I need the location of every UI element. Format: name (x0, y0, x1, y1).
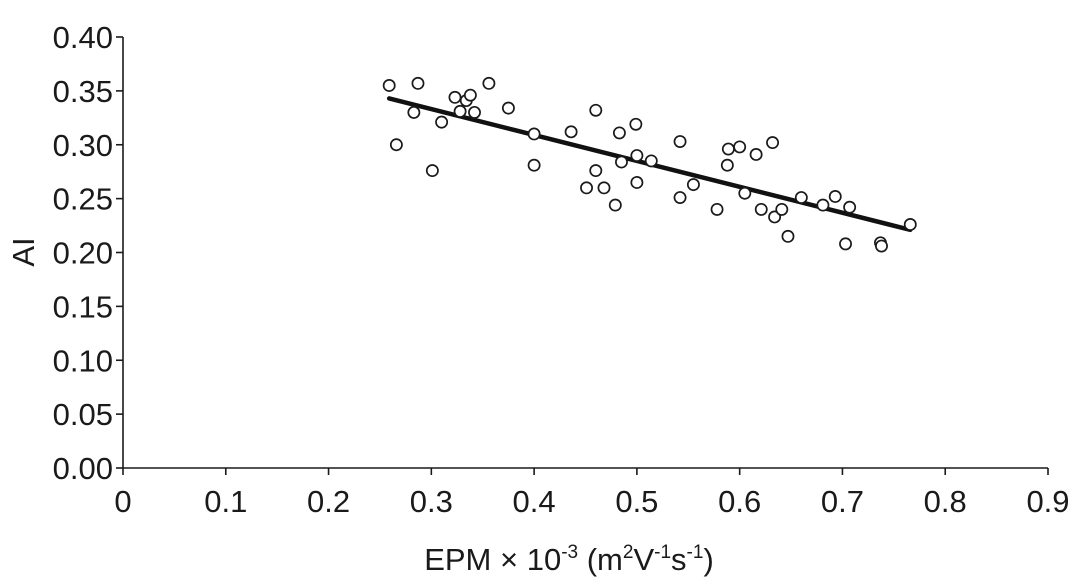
data-point (589, 103, 603, 117)
data-point (766, 136, 780, 150)
data-points (382, 76, 917, 253)
y-tick-label: 0.25 (53, 182, 113, 217)
x-tick-label: 0.8 (924, 484, 967, 519)
data-point (721, 142, 735, 156)
data-point (615, 155, 628, 169)
data-point (463, 88, 477, 102)
y-tick-label: 0.35 (53, 74, 113, 109)
data-point (828, 190, 842, 203)
data-point (781, 229, 795, 243)
data-point (839, 237, 852, 251)
x-tick-label: 0.2 (307, 484, 350, 519)
data-point (794, 191, 808, 204)
data-point (644, 154, 658, 168)
x-axis-title-unit-s: s (671, 542, 687, 577)
data-point (407, 105, 421, 119)
data-point (710, 202, 724, 216)
data-point (501, 101, 515, 115)
y-tick-label: 0.40 (53, 20, 113, 55)
y-axis-title: AI (6, 237, 41, 266)
data-point (527, 127, 541, 141)
data-point (903, 218, 917, 231)
x-tick-label: 0.1 (204, 484, 247, 519)
x-axis-title-exponent: -1 (687, 542, 704, 563)
data-point (425, 164, 439, 178)
data-point (843, 200, 857, 214)
data-point (768, 210, 782, 224)
x-tick-label: 0 (114, 484, 131, 519)
x-axis-title-prefix: EPM × 10 (424, 542, 561, 577)
data-point (673, 135, 687, 148)
x-tick-label: 0.7 (821, 484, 864, 519)
x-axis-title-exponent: -1 (654, 542, 671, 563)
data-point (630, 149, 644, 162)
x-tick-label: 0.5 (615, 484, 658, 519)
data-point (738, 186, 752, 200)
data-point (733, 140, 747, 154)
x-tick-label: 0.3 (410, 484, 453, 519)
data-point (389, 138, 403, 152)
data-point (775, 202, 789, 216)
x-axis-title-unit-open: (m (578, 542, 623, 577)
data-point (411, 76, 425, 90)
data-point (816, 198, 830, 212)
data-point (875, 239, 888, 253)
data-point (630, 176, 644, 189)
x-axis-title: EPM × 10-3 (m2V-1s-1) (424, 542, 714, 577)
data-point (448, 90, 462, 104)
y-tick-label: 0.10 (53, 343, 113, 378)
data-point (754, 202, 768, 216)
data-point (482, 76, 496, 90)
x-axis-title-unit-close: ) (703, 542, 713, 577)
data-point (686, 178, 700, 192)
data-point (749, 147, 763, 161)
data-point (453, 104, 467, 118)
data-point (629, 117, 643, 131)
x-tick-label: 0.9 (1026, 484, 1069, 519)
data-point (382, 79, 396, 92)
data-point (435, 115, 449, 129)
x-axis-title-exponent: -3 (561, 542, 578, 563)
y-tick-label: 0.15 (53, 289, 113, 324)
x-axis-title-exponent: 2 (623, 542, 634, 563)
y-tick-label: 0.20 (53, 236, 113, 271)
data-point (608, 198, 622, 212)
data-point (673, 191, 687, 204)
x-tick-label: 0.6 (718, 484, 761, 519)
x-axis-title-unit-v: V (633, 542, 654, 577)
data-point (580, 181, 593, 195)
data-point (468, 105, 481, 119)
y-tick-label: 0.30 (53, 128, 113, 163)
x-axis: 0 0.1 0.2 0.3 0.4 0.5 0.6 0.7 0.8 0.9 (114, 467, 1070, 519)
data-point (597, 181, 611, 195)
y-tick-label: 0.05 (53, 397, 113, 432)
x-tick-label: 0.4 (513, 484, 556, 519)
y-tick-label: 0.00 (53, 451, 113, 486)
data-point (564, 125, 578, 139)
data-point (527, 158, 541, 172)
data-point (612, 126, 626, 140)
data-point (589, 164, 603, 178)
y-axis: 0.00 0.05 0.10 0.15 0.20 0.25 0.30 0.35 0.40 (53, 20, 124, 486)
data-point (720, 158, 734, 172)
